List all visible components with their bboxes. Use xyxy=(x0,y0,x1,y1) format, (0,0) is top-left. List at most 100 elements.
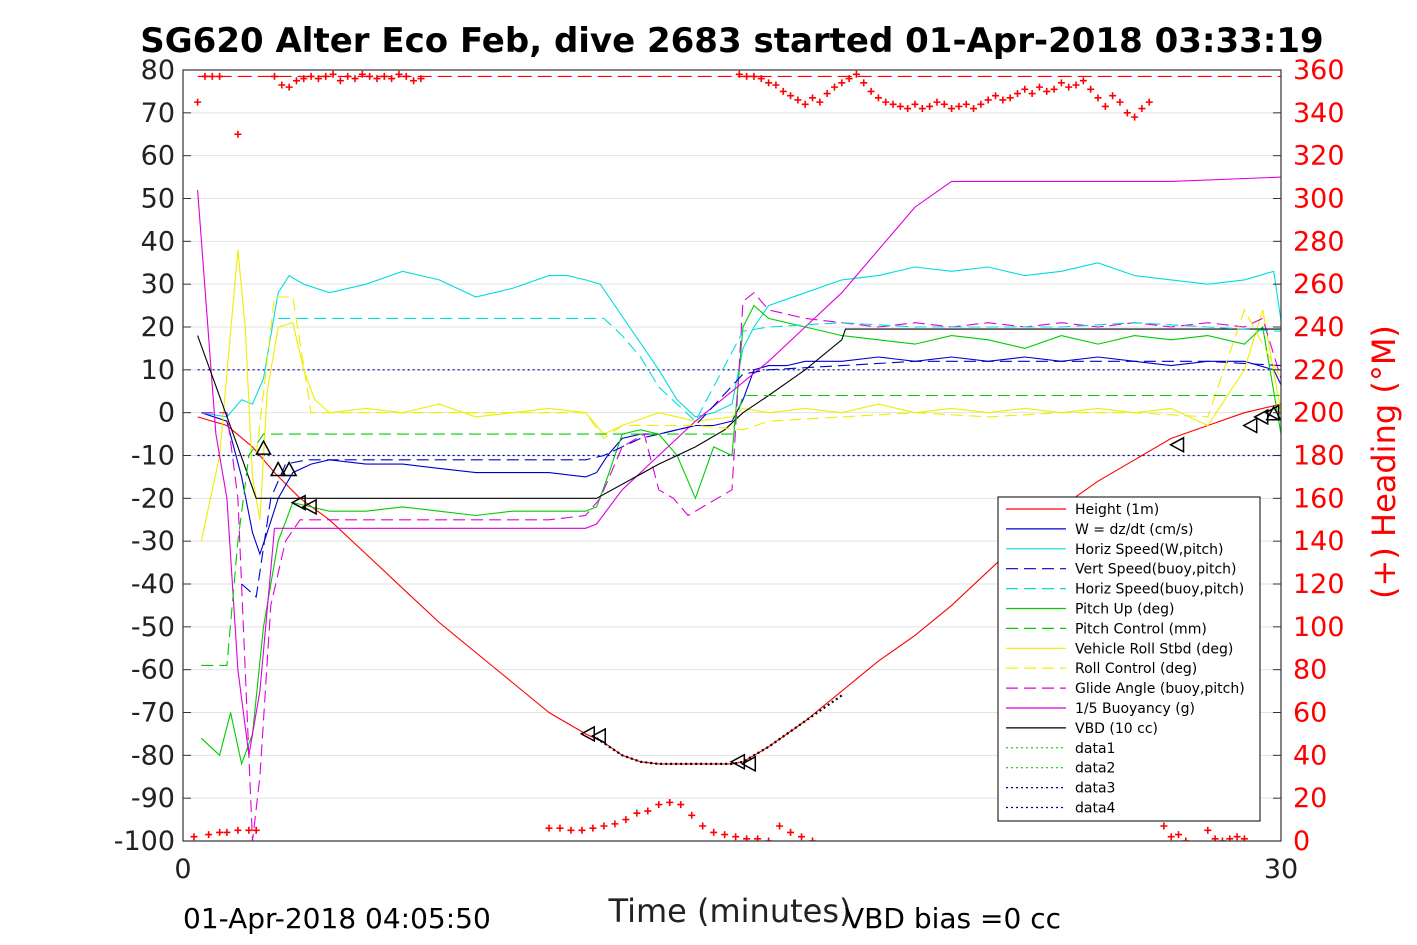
heading-point xyxy=(402,72,410,80)
legend-label: data3 xyxy=(1075,781,1115,797)
heading-point xyxy=(860,79,868,87)
heading-point xyxy=(757,75,765,83)
heading-point xyxy=(633,809,641,817)
heading-point xyxy=(743,72,751,80)
heading-point xyxy=(1006,94,1014,102)
marker-left xyxy=(740,755,757,773)
heading-point xyxy=(1057,79,1065,87)
heading-point xyxy=(970,105,978,113)
y-tick-label-right: 0 xyxy=(1293,826,1310,857)
y-tick-label: -50 xyxy=(131,612,175,643)
marker-left xyxy=(1242,417,1258,434)
y-tick-label: 50 xyxy=(141,184,175,215)
marker-left xyxy=(590,727,606,745)
y-tick-label-right: 180 xyxy=(1293,441,1345,472)
y-tick-label: -30 xyxy=(131,526,175,557)
y-ticks-right: 3603403203002802602402202001801601401201… xyxy=(1273,55,1345,857)
marker-left xyxy=(301,498,317,516)
heading-point xyxy=(344,72,352,80)
heading-point xyxy=(1109,92,1117,100)
marker-left xyxy=(1168,436,1185,454)
y-tick-label-right: 280 xyxy=(1293,226,1345,257)
y-tick-label-right: 220 xyxy=(1293,355,1345,386)
heading-point xyxy=(852,70,860,78)
heading-point xyxy=(765,837,773,841)
heading-point xyxy=(388,75,396,83)
series-w xyxy=(201,356,1281,556)
heading-point xyxy=(838,79,846,87)
y-tick-label-right: 140 xyxy=(1293,526,1345,557)
heading-point xyxy=(794,96,802,104)
y-tick-label: 80 xyxy=(141,55,175,86)
heading-point xyxy=(962,100,970,108)
heading-point xyxy=(205,831,213,839)
heading-point xyxy=(955,102,963,110)
y-tick-label: 10 xyxy=(141,355,175,386)
heading-point xyxy=(194,98,202,106)
heading-point xyxy=(1065,83,1073,91)
heading-point xyxy=(292,77,300,85)
heading-point xyxy=(1087,85,1095,93)
heading-point xyxy=(380,72,388,80)
y-tick-label: -10 xyxy=(131,441,175,472)
legend-label: Height (1m) xyxy=(1075,502,1159,518)
heading-point xyxy=(710,828,718,836)
marker-up xyxy=(269,460,287,477)
heading-point xyxy=(545,824,553,832)
footer-vbd-bias: VBD bias =0 cc xyxy=(845,902,1061,935)
y-tick-label-right: 40 xyxy=(1293,740,1327,771)
marker-left xyxy=(579,725,596,743)
y-tick-label: -20 xyxy=(131,483,175,514)
heading-point xyxy=(1240,835,1248,841)
legend-label: Pitch Up (deg) xyxy=(1075,602,1174,618)
heading-point xyxy=(1233,833,1241,841)
heading-point xyxy=(410,77,418,85)
y-tick-label-right: 300 xyxy=(1293,184,1345,215)
heading-point xyxy=(830,83,838,91)
legend-label: data2 xyxy=(1075,761,1115,777)
heading-point xyxy=(395,70,403,78)
heading-point xyxy=(223,828,231,836)
heading-point xyxy=(948,105,956,113)
heading-point xyxy=(735,70,743,78)
y-tick-label-right: 340 xyxy=(1293,98,1345,129)
heading-point xyxy=(622,816,630,824)
legend-label: W = dz/dt (cm/s) xyxy=(1075,522,1194,538)
heading-point xyxy=(1013,90,1021,98)
heading-point xyxy=(1021,85,1029,93)
heading-point xyxy=(911,100,919,108)
legend-label: data4 xyxy=(1075,801,1116,817)
chart-title: SG620 Alter Eco Feb, dive 2683 started 0… xyxy=(140,21,1323,61)
heading-point xyxy=(677,801,685,809)
marker-up xyxy=(255,439,272,455)
heading-point xyxy=(611,820,619,828)
legend-box xyxy=(997,496,1261,822)
y-tick-label-right: 20 xyxy=(1293,783,1327,814)
heading-point xyxy=(882,98,890,106)
heading-point xyxy=(234,130,242,138)
y-tick-label-right: 80 xyxy=(1293,655,1327,686)
heading-point xyxy=(201,72,209,80)
series-dotted xyxy=(595,694,843,766)
footer-timestamp: 01-Apr-2018 04:05:50 xyxy=(183,902,491,935)
heading-point xyxy=(1028,90,1036,98)
heading-point xyxy=(779,87,787,95)
heading-point xyxy=(366,72,374,80)
heading-point xyxy=(1123,109,1131,117)
heading-point xyxy=(816,98,824,106)
heading-point xyxy=(1145,98,1153,106)
heading-point xyxy=(314,75,322,83)
y-tick-label-right: 120 xyxy=(1293,569,1345,600)
y-tick-label-right: 200 xyxy=(1293,398,1345,429)
y-ticks-left: 80 70 60 50 40 30 20 10 0 -10 -20 -30 -40 -50 -60 -70 -8… xyxy=(114,55,191,857)
heading-point xyxy=(1204,826,1212,834)
heading-point xyxy=(1167,833,1175,841)
heading-point xyxy=(750,72,758,80)
heading-point xyxy=(732,833,740,841)
heading-point xyxy=(556,824,564,832)
heading-point xyxy=(1094,94,1102,102)
legend-label: data1 xyxy=(1075,741,1115,757)
y-tick-label: -100 xyxy=(114,826,175,857)
heading-point xyxy=(776,822,784,830)
